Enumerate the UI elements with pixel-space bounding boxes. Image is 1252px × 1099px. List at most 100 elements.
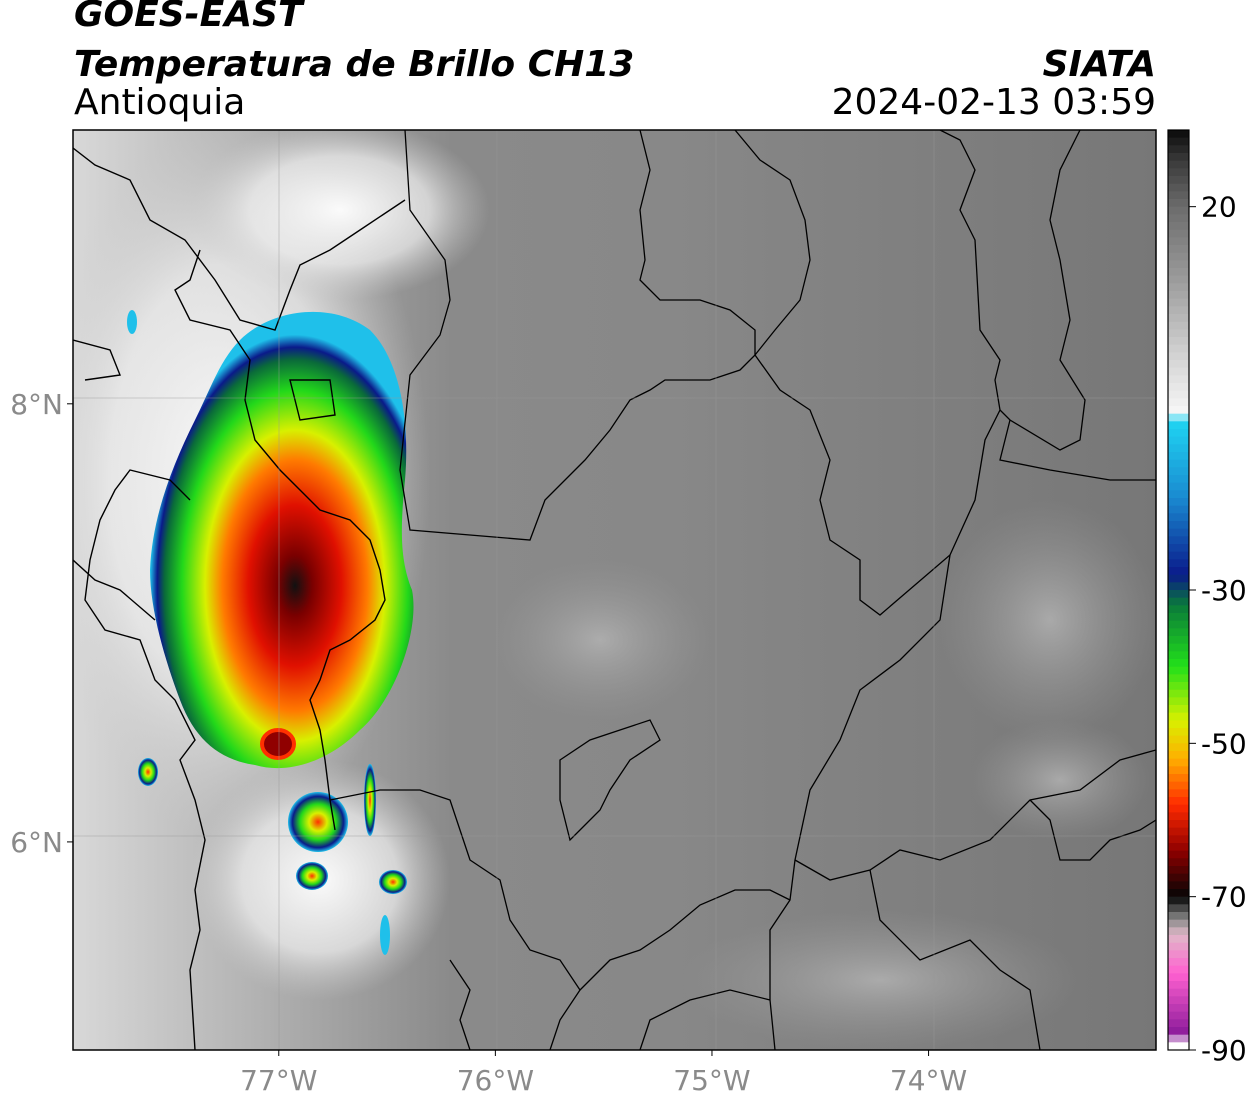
colorbar-segment	[1168, 375, 1189, 384]
colorbar-segment	[1168, 651, 1189, 660]
colorbar-segment	[1168, 574, 1189, 583]
colorbar-segment	[1168, 229, 1189, 238]
borders	[329, 130, 1156, 1050]
colorbar-tick-label: -90	[1201, 1034, 1247, 1067]
imagery-layer	[73, 130, 1156, 1050]
colorbar-segment	[1168, 275, 1189, 284]
small-storm-cell	[380, 915, 390, 955]
colorbar-segment	[1168, 827, 1189, 836]
lon-tick-label: 74°W	[890, 1064, 967, 1097]
lat-tick-label: 6°N	[10, 826, 63, 859]
colorbar-segment	[1168, 505, 1189, 514]
small-storm-cell	[127, 310, 137, 334]
colorbar-segment	[1168, 452, 1189, 461]
colorbar-segment	[1168, 360, 1189, 369]
colorbar-segment	[1168, 237, 1189, 246]
colorbar-segment	[1168, 973, 1189, 982]
colorbar-segment	[1168, 544, 1189, 553]
colorbar-segment	[1168, 260, 1189, 269]
colorbar-segment	[1168, 329, 1189, 338]
colorbar-segment	[1168, 996, 1189, 1005]
lon-tick-label: 75°W	[673, 1064, 750, 1097]
colorbar-segment	[1168, 214, 1189, 223]
colorbar-segment	[1168, 160, 1189, 169]
graticule	[73, 130, 1156, 1050]
colorbar-segment	[1168, 367, 1189, 376]
colorbar-segment	[1168, 551, 1189, 560]
lon-tick-label: 77°W	[240, 1064, 317, 1097]
colorbar-tick-label: -70	[1201, 881, 1247, 914]
colorbar-segment	[1168, 697, 1189, 706]
region-subtitle: Antioquia	[74, 82, 246, 123]
colorbar-segment	[1168, 896, 1189, 905]
colorbar-segment	[1168, 620, 1189, 629]
colorbar-segment	[1168, 475, 1189, 484]
colorbar-segment	[1168, 682, 1189, 691]
colorbar-segment	[1168, 797, 1189, 806]
colorbar-segment	[1168, 490, 1189, 499]
small-storm-cell	[364, 764, 376, 836]
cloud-patch	[680, 910, 1080, 1050]
colorbar-segment	[1168, 183, 1189, 192]
longitude-axis: 77°W 76°W 75°W 74°W	[240, 1050, 967, 1097]
colorbar-segment	[1168, 337, 1189, 346]
colorbar-segment	[1168, 605, 1189, 614]
colorbar-segment	[1168, 758, 1189, 767]
colorbar-segment	[1168, 1011, 1189, 1020]
colorbar-segment	[1168, 705, 1189, 714]
colorbar-segment	[1168, 398, 1189, 407]
colorbar-segment	[1168, 413, 1189, 422]
colorbar-segment	[1168, 674, 1189, 683]
colorbar-segment	[1168, 498, 1189, 507]
colorbar-segment	[1168, 582, 1189, 591]
colorbar-segment	[1168, 728, 1189, 737]
colorbar-segment	[1168, 751, 1189, 760]
small-storm-cell	[379, 870, 407, 894]
colorbar-segment	[1168, 283, 1189, 292]
colorbar-segment	[1168, 858, 1189, 867]
small-storm-cell	[288, 792, 348, 852]
colorbar-segment	[1168, 866, 1189, 875]
small-storm-cell	[138, 758, 158, 786]
colorbar-segment	[1168, 965, 1189, 974]
colorbar-segment	[1168, 291, 1189, 300]
colorbar-segment	[1168, 176, 1189, 185]
colorbar-segment	[1168, 958, 1189, 967]
colorbar-segment	[1168, 659, 1189, 668]
colorbar-segment	[1168, 919, 1189, 928]
datetime-label: 2024-02-13 03:59	[831, 82, 1156, 123]
colorbar-segment	[1168, 904, 1189, 913]
colorbar-tick-label: -30	[1201, 574, 1247, 607]
colorbar-segment	[1168, 643, 1189, 652]
colorbar-segment	[1168, 590, 1189, 599]
colorbar-segment	[1168, 1004, 1189, 1013]
map-frame	[72, 129, 1157, 1051]
organization-label: SIATA	[1042, 44, 1156, 85]
colorbar-segment	[1168, 536, 1189, 545]
latitude-axis: 8°N 6°N	[10, 388, 73, 859]
colorbar-segment	[1168, 873, 1189, 882]
colorbar-segment	[1168, 436, 1189, 445]
colorbar-segment	[1168, 168, 1189, 177]
colorbar-segment	[1168, 298, 1189, 307]
cloud-patch	[940, 500, 1156, 740]
colorbar-segment	[1168, 988, 1189, 997]
satellite-title: GOES-EAST	[74, 0, 303, 35]
colorbar-segment	[1168, 927, 1189, 936]
colorbar-segment	[1168, 712, 1189, 721]
colorbar-segment	[1168, 689, 1189, 698]
colorbar-segment	[1168, 321, 1189, 330]
storm-core	[260, 728, 296, 760]
colorbar-segment	[1168, 935, 1189, 944]
colorbar-segment	[1168, 613, 1189, 622]
colorbar-segment	[1168, 567, 1189, 576]
colorbar-segment	[1168, 981, 1189, 990]
colorbar-segment	[1168, 513, 1189, 522]
colorbar-segment	[1168, 666, 1189, 675]
colorbar-segment	[1168, 843, 1189, 852]
colorbar-segment	[1168, 881, 1189, 890]
colorbar-segment	[1168, 130, 1189, 139]
colorbar-tick-label: -50	[1201, 727, 1247, 760]
colorbar-segment	[1168, 521, 1189, 530]
